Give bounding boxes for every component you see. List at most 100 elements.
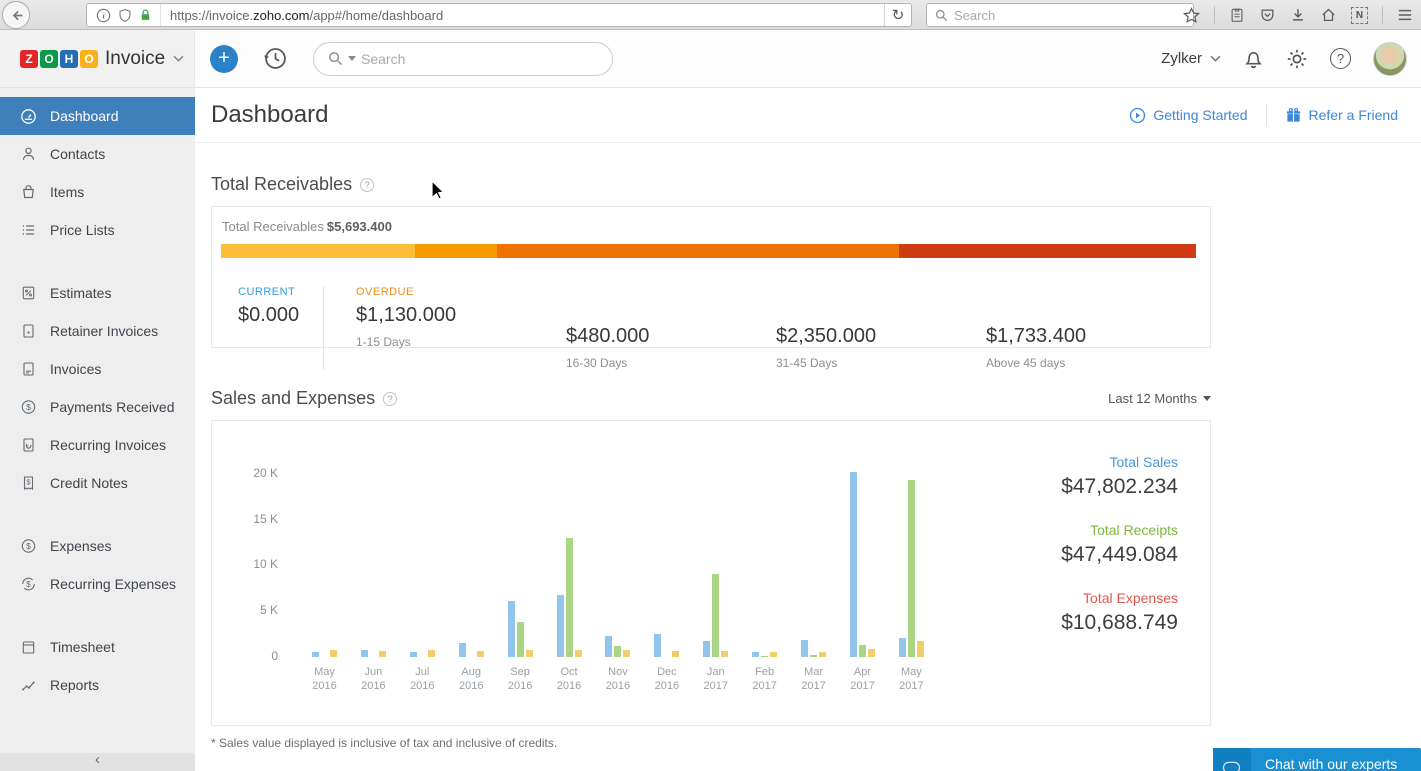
help-icon[interactable]: ? — [1330, 48, 1351, 69]
bar-sales[interactable] — [898, 637, 906, 657]
org-brand[interactable]: Z O H O Invoice — [0, 30, 195, 87]
sales-footnote: * Sales value displayed is inclusive of … — [211, 736, 558, 750]
bookmarks-menu-icon[interactable] — [1229, 7, 1245, 23]
quick-create-button[interactable]: + — [210, 44, 238, 73]
receivables-bar-segment — [221, 244, 415, 258]
browser-search[interactable] — [926, 3, 1194, 27]
bar-sales[interactable] — [507, 601, 515, 657]
x-tick-label: Jan 2017 — [703, 666, 728, 692]
bar-expenses[interactable] — [672, 650, 680, 657]
sidebar-item-dashboard[interactable]: Dashboard — [0, 97, 195, 135]
shield-icon[interactable] — [118, 8, 132, 23]
sidebar-item-invoices[interactable]: Invoices — [0, 350, 195, 388]
x-tick-label: May 2017 — [899, 666, 924, 692]
menu-hamburger-icon[interactable] — [1397, 8, 1413, 22]
bar-receipts[interactable] — [810, 654, 818, 657]
avatar[interactable] — [1373, 41, 1407, 76]
refer-a-friend-link[interactable]: Refer a Friend — [1285, 107, 1398, 124]
bar-receipts[interactable] — [712, 573, 720, 657]
overdue-label: OVERDUE — [356, 286, 414, 298]
browser-search-input[interactable] — [954, 7, 1185, 23]
bar-expenses[interactable] — [819, 651, 827, 657]
notifications-bell-icon[interactable] — [1243, 48, 1264, 70]
bar-expenses[interactable] — [330, 649, 337, 657]
bar-expenses[interactable] — [867, 649, 875, 657]
bar-sales[interactable] — [312, 651, 319, 657]
bar-sales[interactable] — [849, 472, 857, 657]
chat-widget-button[interactable]: Chat with our experts — [1213, 748, 1421, 771]
sidebar-item-price-lists[interactable]: Price Lists — [0, 211, 195, 249]
total-expenses-value: $10,688.749 — [1061, 611, 1178, 634]
sidebar-item-contacts[interactable]: Contacts — [0, 135, 195, 173]
search-scope-caret-icon[interactable] — [348, 56, 356, 61]
settings-gear-icon[interactable] — [1286, 48, 1308, 70]
sidebar-item-reports[interactable]: Reports — [0, 666, 195, 704]
home-icon[interactable] — [1320, 7, 1337, 23]
lock-icon[interactable] — [139, 8, 152, 22]
recent-activities-icon[interactable] — [262, 45, 289, 72]
column-divider — [323, 286, 324, 370]
sidebar-item-timesheet[interactable]: Timesheet — [0, 628, 195, 666]
bar-sales[interactable] — [360, 649, 368, 657]
bar-expenses[interactable] — [427, 649, 435, 657]
reload-button[interactable]: ↻ — [884, 4, 911, 26]
bookmark-star-icon[interactable] — [1183, 6, 1200, 24]
bar-expenses[interactable] — [525, 649, 533, 657]
sidebar-item-expenses[interactable]: $ Expenses — [0, 527, 195, 565]
browser-back-button[interactable] — [2, 1, 30, 29]
app-search-input[interactable] — [361, 50, 598, 67]
help-question-icon[interactable]: ? — [360, 177, 375, 192]
help-question-icon[interactable]: ? — [383, 391, 398, 406]
sidebar-item-payments-received[interactable]: $ Payments Received — [0, 388, 195, 426]
getting-started-link[interactable]: Getting Started — [1129, 107, 1248, 124]
app-search[interactable] — [313, 41, 613, 76]
bar-expenses[interactable] — [574, 649, 582, 657]
y-tick-label: 15 K — [253, 511, 278, 526]
sidebar-item-retainer-invoices[interactable]: Retainer Invoices — [0, 312, 195, 350]
sidebar-collapse-button[interactable]: ‹ — [0, 752, 195, 771]
bar-group — [801, 451, 827, 657]
bar-group — [507, 451, 533, 657]
bar-sales[interactable] — [605, 636, 613, 657]
bar-receipts[interactable] — [614, 646, 622, 657]
sidebar-item-items[interactable]: Items — [0, 173, 195, 211]
sidebar: Dashboard Contacts Items Price Lists Est… — [0, 88, 195, 771]
extension-n-icon[interactable]: N — [1351, 6, 1368, 24]
bar-receipts[interactable] — [761, 655, 769, 657]
bar-sales[interactable] — [703, 641, 711, 657]
bar-expenses[interactable] — [623, 649, 631, 657]
total-receipts-block: Total Receipts $47,449.084 — [932, 522, 1178, 567]
bar-sales[interactable] — [458, 643, 466, 657]
sidebar-item-label: Contacts — [50, 146, 106, 162]
org-switcher[interactable]: Zylker — [1161, 50, 1221, 67]
pocket-icon[interactable] — [1259, 7, 1276, 23]
sidebar-item-credit-notes[interactable]: $ Credit Notes — [0, 464, 195, 502]
bar-expenses[interactable] — [916, 640, 924, 657]
bar-expenses[interactable] — [721, 650, 729, 657]
bucket-period: 16-30 Days — [566, 356, 628, 370]
header-divider — [1265, 104, 1267, 126]
bar-receipts[interactable] — [907, 480, 915, 657]
sidebar-item-estimates[interactable]: Estimates — [0, 274, 195, 312]
bar-expenses[interactable] — [770, 651, 778, 657]
sidebar-item-recurring-invoices[interactable]: Recurring Invoices — [0, 426, 195, 464]
bar-group — [312, 451, 337, 657]
bar-receipts[interactable] — [858, 645, 866, 657]
bar-receipts[interactable] — [565, 538, 573, 657]
download-icon[interactable] — [1290, 7, 1306, 23]
bar-sales[interactable] — [409, 651, 417, 657]
bar-sales[interactable] — [556, 594, 564, 657]
url-bar[interactable]: https://invoice.zoho.com/app#/home/dashb… — [86, 3, 912, 27]
info-icon[interactable] — [96, 8, 111, 23]
date-range-dropdown[interactable]: Last 12 Months — [1108, 391, 1211, 406]
bar-sales[interactable] — [752, 651, 760, 657]
x-tick-label: Jul 2016 — [410, 666, 435, 692]
bar-expenses[interactable] — [378, 650, 386, 657]
total-sales-label: Total Sales — [1109, 454, 1178, 470]
bar-receipts[interactable] — [516, 621, 524, 657]
bar-sales[interactable] — [801, 639, 809, 657]
bar-sales[interactable] — [654, 634, 662, 657]
sidebar-item-recurring-expenses[interactable]: $ Recurring Expenses — [0, 565, 195, 603]
bar-expenses[interactable] — [476, 650, 484, 657]
zoho-logo-tile: Z — [20, 49, 38, 68]
